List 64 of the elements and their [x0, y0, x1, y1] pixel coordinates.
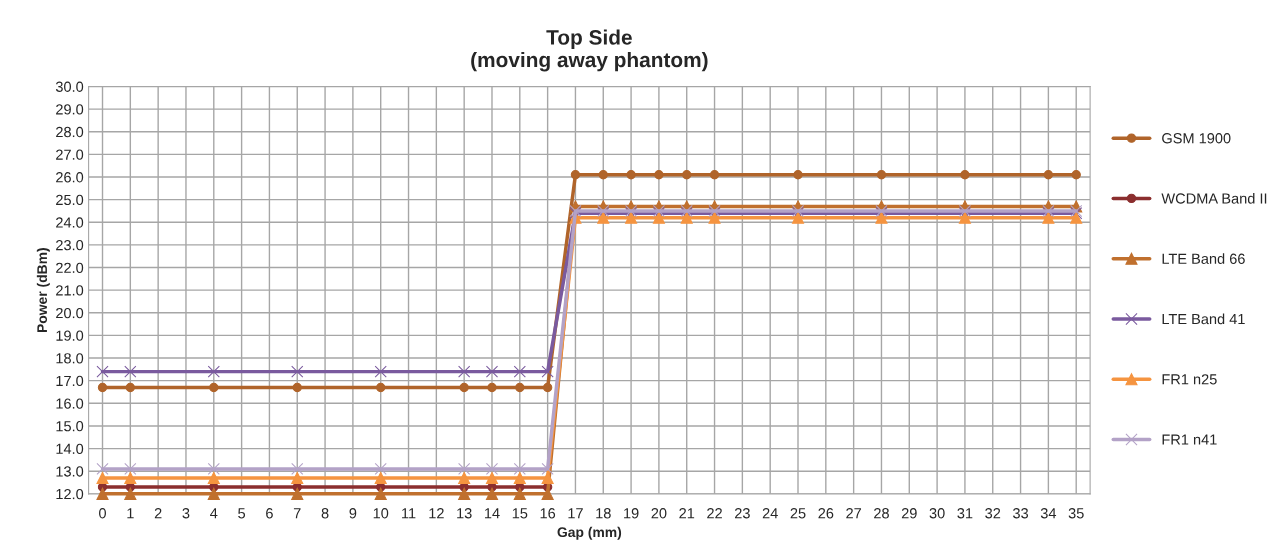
x-tick-label: 1 — [127, 508, 134, 519]
x-tick-label: 30 — [929, 508, 945, 519]
y-tick-label: 15.0 — [56, 421, 84, 432]
y-tick-label: 21.0 — [56, 285, 84, 296]
y-tick-label: 28.0 — [56, 126, 84, 138]
chart-title: Top Side (moving away phantom) — [471, 29, 708, 72]
x-tick-label: 33 — [1013, 508, 1029, 519]
x-tick-label: 18 — [596, 508, 611, 519]
x-tick-label: 12 — [429, 508, 444, 519]
legend-label: FR1 n25 — [1162, 374, 1217, 385]
x-tick-label: 35 — [1068, 508, 1084, 519]
legend-label: GSM 1900 — [1162, 133, 1231, 144]
x-axis-title: Gap (mm) — [557, 526, 622, 540]
x-tick-label: 17 — [568, 508, 583, 519]
y-tick-label: 13.0 — [56, 466, 84, 477]
x-tick-label: 28 — [874, 508, 889, 519]
x-tick-label: 6 — [266, 508, 273, 519]
y-tick-label: 18.0 — [56, 353, 84, 364]
y-tick-label: 19.0 — [56, 330, 84, 341]
y-axis-title: Power (dBm) — [36, 248, 50, 333]
x-tick-label: 27 — [846, 508, 862, 519]
x-tick-label: 11 — [402, 508, 416, 519]
y-tick-label: 26.0 — [56, 172, 84, 183]
legend-label: LTE Band 66 — [1162, 253, 1245, 264]
x-tick-label: 16 — [540, 508, 556, 519]
y-tick-label: 16.0 — [56, 398, 84, 409]
x-tick-label: 2 — [154, 508, 162, 519]
x-tick-label: 26 — [818, 508, 834, 519]
y-tick-label: 24.0 — [56, 217, 84, 228]
y-tick-label: 29.0 — [56, 104, 84, 115]
y-tick-label: 25.0 — [56, 194, 84, 206]
x-tick-label: 0 — [99, 508, 106, 519]
x-tick-label: 13 — [457, 508, 472, 519]
x-tick-label: 23 — [734, 508, 750, 519]
y-tick-label: 14.0 — [56, 443, 84, 454]
x-tick-label: 22 — [707, 508, 722, 519]
y-tick-label: 30.0 — [55, 81, 84, 92]
x-tick-label: 21 — [679, 508, 695, 519]
x-tick-label: 32 — [985, 508, 1001, 519]
x-tick-label: 20 — [651, 508, 667, 519]
legend-label: LTE Band 41 — [1162, 313, 1245, 325]
y-tick-label: 23.0 — [56, 240, 84, 251]
x-tick-label: 7 — [293, 508, 301, 519]
x-tick-label: 4 — [210, 508, 218, 519]
x-tick-label: 5 — [238, 508, 246, 519]
legend-label: FR1 n41 — [1162, 434, 1217, 445]
x-tick-label: 10 — [373, 508, 389, 519]
y-tick-label: 20.0 — [56, 307, 84, 319]
y-tick-label: 12.0 — [56, 488, 84, 500]
x-tick-label: 31 — [957, 508, 973, 519]
x-tick-label: 25 — [790, 508, 806, 519]
x-tick-label: 8 — [321, 508, 329, 519]
x-tick-label: 14 — [484, 508, 500, 519]
x-tick-label: 24 — [762, 508, 778, 519]
x-tick-label: 19 — [624, 508, 639, 519]
x-tick-label: 29 — [901, 508, 917, 519]
x-tick-label: 3 — [182, 508, 190, 519]
y-tick-label: 27.0 — [56, 149, 84, 160]
y-tick-label: 22.0 — [56, 262, 84, 273]
x-tick-label: 9 — [349, 508, 357, 519]
x-tick-label: 34 — [1040, 508, 1057, 519]
y-tick-label: 17.0 — [56, 375, 84, 387]
x-tick-label: 15 — [512, 508, 528, 519]
legend-label: WCDMA Band II — [1161, 192, 1267, 204]
